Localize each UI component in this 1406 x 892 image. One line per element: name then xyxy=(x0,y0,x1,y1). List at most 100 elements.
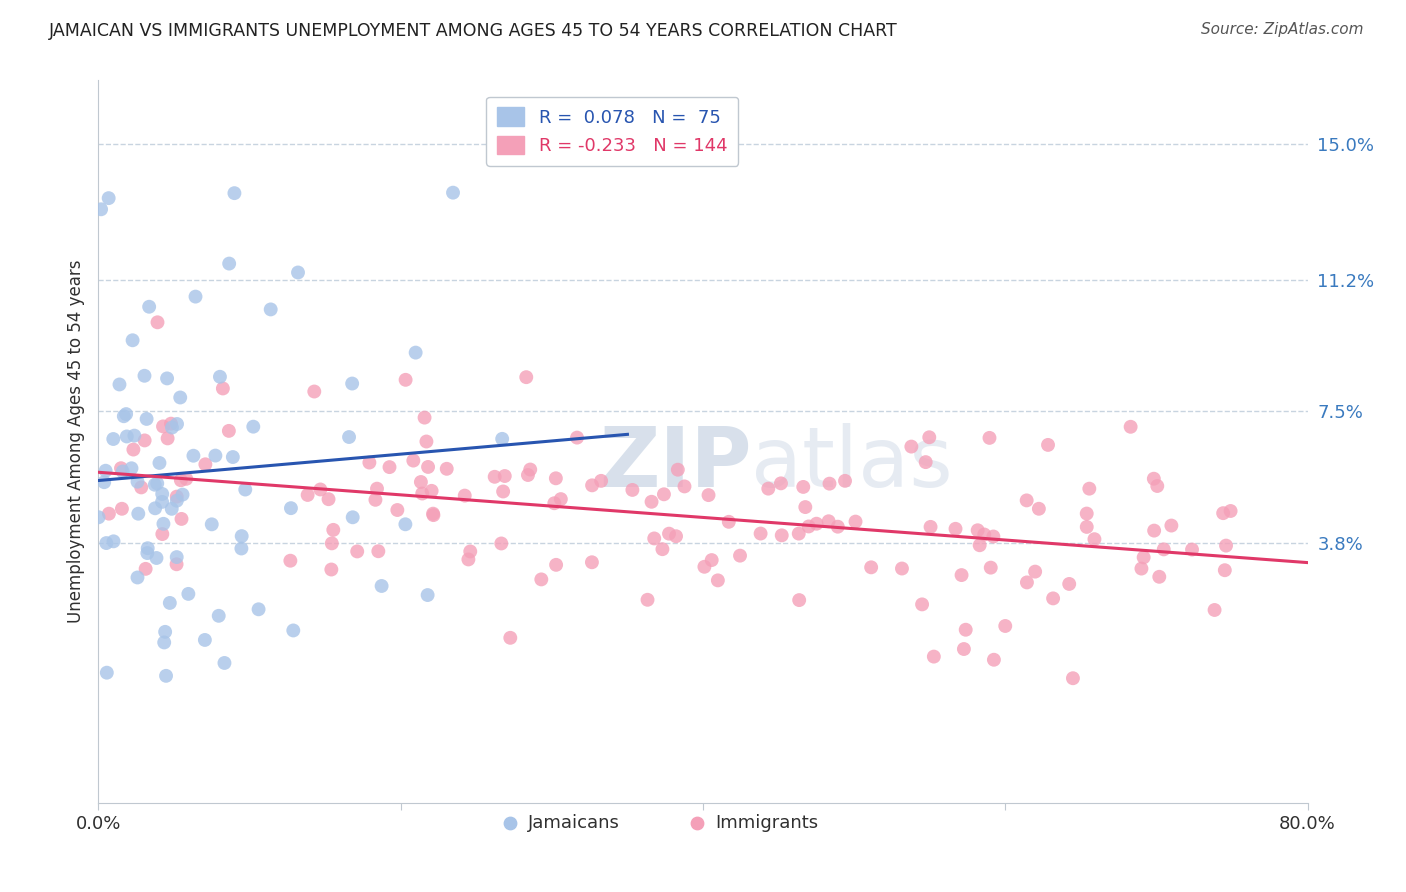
Point xyxy=(1076,507,1098,521)
Point xyxy=(436,462,458,476)
Point xyxy=(212,381,235,395)
Point xyxy=(441,186,464,200)
Point xyxy=(697,488,720,502)
Point xyxy=(150,487,173,501)
Point xyxy=(1143,472,1166,486)
Point xyxy=(499,631,522,645)
Point xyxy=(134,368,156,383)
Point xyxy=(1215,539,1237,553)
Point xyxy=(402,453,425,467)
Point xyxy=(422,508,444,522)
Point xyxy=(770,528,793,542)
Point xyxy=(208,608,231,623)
Point xyxy=(652,487,675,501)
Point xyxy=(1153,542,1175,557)
Point xyxy=(966,523,988,537)
Point xyxy=(1132,550,1154,565)
Point xyxy=(1212,506,1234,520)
Point xyxy=(153,624,176,639)
Point xyxy=(103,534,125,549)
Point xyxy=(287,265,309,279)
Point xyxy=(717,515,740,529)
Point xyxy=(194,458,217,472)
Point xyxy=(550,492,572,507)
Point xyxy=(700,553,723,567)
Point xyxy=(166,550,188,565)
Point xyxy=(973,527,995,541)
Point xyxy=(153,635,176,649)
Point xyxy=(491,432,513,446)
Point xyxy=(160,417,183,431)
Point xyxy=(359,456,381,470)
Point xyxy=(581,555,603,569)
Point xyxy=(519,462,541,476)
Point xyxy=(346,544,368,558)
Point xyxy=(409,475,432,489)
Point xyxy=(208,369,231,384)
Point xyxy=(1015,493,1038,508)
Point xyxy=(127,507,149,521)
Point xyxy=(1143,524,1166,538)
Point xyxy=(914,455,936,469)
Point xyxy=(602,771,624,785)
Point xyxy=(135,562,157,576)
Text: Source: ZipAtlas.com: Source: ZipAtlas.com xyxy=(1201,22,1364,37)
Point xyxy=(222,450,245,464)
Point xyxy=(283,624,305,638)
Point xyxy=(150,495,173,509)
Point xyxy=(366,482,388,496)
Text: ZIP: ZIP xyxy=(599,423,751,504)
Point xyxy=(1078,482,1101,496)
Point xyxy=(787,526,810,541)
Point xyxy=(124,428,146,442)
Point xyxy=(411,486,433,500)
Point xyxy=(860,560,883,574)
Point xyxy=(1130,561,1153,575)
Point xyxy=(148,456,170,470)
Point xyxy=(201,517,224,532)
Point xyxy=(416,588,439,602)
Point xyxy=(1015,575,1038,590)
Point xyxy=(96,665,118,680)
Point xyxy=(581,478,603,492)
Point xyxy=(166,493,188,508)
Point xyxy=(983,529,1005,543)
Point xyxy=(280,554,302,568)
Point xyxy=(900,440,922,454)
Point xyxy=(97,191,120,205)
Point xyxy=(769,476,792,491)
Point xyxy=(122,442,145,457)
Point xyxy=(827,519,849,533)
Point xyxy=(983,653,1005,667)
Point xyxy=(152,516,174,531)
Point xyxy=(342,510,364,524)
Point xyxy=(484,470,506,484)
Point xyxy=(145,551,167,566)
Point xyxy=(707,574,730,588)
Point xyxy=(420,483,443,498)
Point xyxy=(108,377,131,392)
Point xyxy=(121,461,143,475)
Point xyxy=(260,302,283,317)
Point xyxy=(922,649,945,664)
Point xyxy=(214,656,236,670)
Point xyxy=(172,487,194,501)
Point xyxy=(544,471,567,485)
Point xyxy=(103,432,125,446)
Point xyxy=(405,345,427,359)
Point xyxy=(156,371,179,385)
Point xyxy=(1219,504,1241,518)
Point xyxy=(844,515,866,529)
Point xyxy=(387,503,409,517)
Point xyxy=(121,333,143,347)
Point xyxy=(364,492,387,507)
Legend: R =  0.078   N =  75, R = -0.233   N = 144: R = 0.078 N = 75, R = -0.233 N = 144 xyxy=(486,96,738,166)
Point xyxy=(224,186,246,201)
Point xyxy=(515,370,537,384)
Point xyxy=(394,373,416,387)
Point xyxy=(160,420,183,434)
Point xyxy=(416,459,439,474)
Point xyxy=(415,434,437,449)
Point xyxy=(792,480,814,494)
Point xyxy=(90,202,112,217)
